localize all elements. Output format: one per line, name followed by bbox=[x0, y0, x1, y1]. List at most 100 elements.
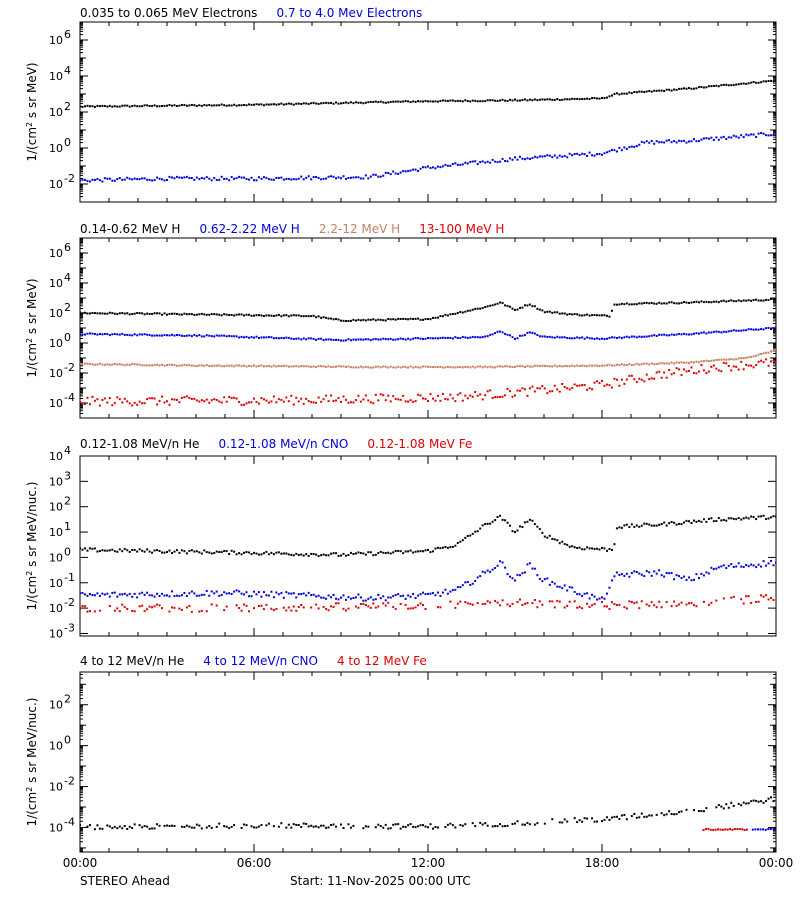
data-point bbox=[466, 397, 469, 400]
data-point bbox=[141, 333, 144, 336]
data-point bbox=[121, 603, 124, 606]
data-point bbox=[427, 365, 429, 368]
data-point bbox=[476, 602, 479, 605]
data-point bbox=[553, 154, 556, 157]
data-point bbox=[243, 314, 246, 317]
data-point bbox=[436, 366, 439, 369]
data-point bbox=[146, 333, 149, 336]
data-point bbox=[770, 360, 773, 363]
data-point bbox=[494, 518, 497, 521]
data-point bbox=[576, 152, 579, 155]
data-point bbox=[449, 336, 452, 339]
data-point bbox=[506, 333, 509, 336]
data-point bbox=[578, 337, 581, 340]
data-point bbox=[310, 365, 313, 368]
data-point bbox=[193, 104, 196, 107]
data-point bbox=[103, 593, 106, 596]
legend-entry: 0.12-1.08 MeV/n CNO bbox=[218, 437, 348, 451]
data-point bbox=[566, 820, 569, 823]
data-point bbox=[518, 598, 521, 601]
data-point bbox=[225, 313, 228, 316]
data-point bbox=[210, 313, 213, 316]
data-point bbox=[407, 366, 410, 369]
data-point bbox=[364, 174, 367, 177]
data-point bbox=[205, 364, 208, 367]
data-point bbox=[750, 355, 753, 358]
data-point bbox=[414, 826, 417, 829]
data-point bbox=[727, 364, 730, 367]
data-point bbox=[205, 589, 208, 592]
data-point bbox=[551, 311, 554, 314]
data-point bbox=[755, 328, 758, 331]
data-point bbox=[118, 548, 121, 551]
data-point bbox=[382, 337, 385, 340]
data-point bbox=[166, 179, 168, 182]
data-point bbox=[146, 548, 149, 551]
panel-frame bbox=[79, 21, 777, 203]
x-tick-label: 18:00 bbox=[585, 856, 620, 870]
data-point bbox=[253, 179, 255, 182]
data-point bbox=[680, 601, 683, 604]
data-point bbox=[404, 366, 407, 369]
data-point bbox=[220, 365, 223, 368]
data-point bbox=[578, 384, 581, 387]
data-point bbox=[305, 822, 308, 825]
data-point bbox=[367, 101, 370, 104]
data-point bbox=[93, 828, 96, 831]
data-point bbox=[257, 825, 260, 828]
data-point bbox=[302, 178, 305, 181]
data-point bbox=[541, 309, 544, 312]
data-point bbox=[123, 825, 126, 828]
data-point bbox=[697, 519, 700, 522]
data-point bbox=[620, 302, 623, 305]
data-point bbox=[660, 89, 663, 92]
data-point bbox=[203, 335, 206, 338]
data-point bbox=[618, 384, 621, 387]
data-point bbox=[275, 401, 278, 404]
data-point bbox=[424, 549, 427, 552]
data-point bbox=[471, 308, 474, 311]
data-point bbox=[431, 592, 434, 595]
data-point bbox=[721, 828, 724, 831]
data-point bbox=[267, 103, 270, 106]
data-point bbox=[496, 396, 499, 399]
data-point bbox=[190, 590, 193, 593]
data-point bbox=[382, 595, 385, 598]
data-point bbox=[295, 337, 298, 340]
data-point bbox=[215, 550, 218, 553]
data-point bbox=[710, 517, 713, 520]
data-point bbox=[538, 155, 541, 158]
data-point bbox=[126, 176, 129, 179]
data-point bbox=[581, 336, 584, 339]
data-point bbox=[553, 606, 556, 609]
data-point bbox=[638, 525, 641, 528]
data-point bbox=[183, 312, 186, 315]
data-point bbox=[369, 606, 372, 609]
data-point bbox=[770, 516, 773, 519]
data-point bbox=[566, 543, 569, 546]
data-point bbox=[469, 336, 472, 339]
data-point bbox=[710, 331, 713, 334]
data-point bbox=[417, 170, 420, 173]
data-point bbox=[464, 366, 467, 369]
data-point bbox=[233, 365, 236, 368]
data-point bbox=[374, 598, 377, 601]
data-point bbox=[496, 825, 499, 828]
data-point bbox=[700, 86, 703, 89]
data-point bbox=[198, 400, 201, 403]
data-point bbox=[668, 362, 671, 365]
data-point bbox=[302, 822, 305, 825]
data-point bbox=[287, 553, 290, 556]
data-point bbox=[514, 337, 516, 340]
data-point bbox=[330, 823, 333, 826]
data-point bbox=[151, 606, 154, 609]
data-point bbox=[665, 302, 668, 305]
data-point bbox=[431, 550, 434, 553]
data-point bbox=[516, 601, 519, 604]
data-point bbox=[88, 312, 91, 315]
data-point bbox=[253, 397, 255, 400]
data-point bbox=[757, 328, 760, 331]
data-point bbox=[377, 338, 380, 341]
y-axis-ticks bbox=[80, 21, 776, 203]
data-point bbox=[628, 526, 631, 529]
